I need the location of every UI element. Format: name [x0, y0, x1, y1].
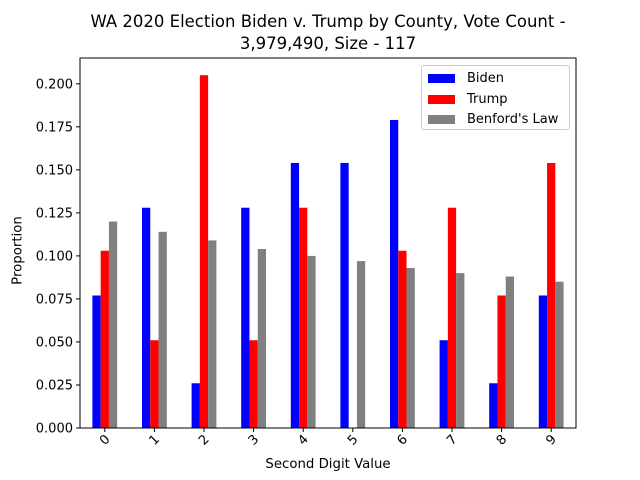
legend-swatch-trump: [428, 94, 455, 104]
plot-frame: [79, 57, 577, 429]
legend-swatch-benford: [428, 114, 455, 124]
y-tick-label: 0.100: [36, 249, 73, 264]
legend-label-trump: Trump: [467, 91, 508, 107]
bar-trump-1: [150, 340, 159, 428]
bar-trump-6: [398, 250, 407, 428]
legend-label-biden: Biden: [467, 70, 505, 86]
legend-item-benford: Benford's Law: [428, 110, 558, 128]
x-tick-label: 5: [345, 432, 361, 448]
x-tick-label: 9: [543, 432, 559, 448]
x-tick-label: 8: [494, 432, 510, 448]
x-tick-label: 2: [196, 432, 212, 448]
bar-biden-1: [142, 207, 151, 428]
x-axis-ticks: 0 1 2 3 4 5 6 7 8 9: [97, 428, 560, 449]
legend-item-trump: Trump: [428, 90, 508, 108]
x-tick-label: 7: [444, 432, 460, 448]
bar-benford-s-law-1: [158, 231, 167, 428]
bar-biden-7: [439, 340, 448, 428]
legend-item-biden: Biden: [428, 69, 504, 87]
x-tick-label: 4: [295, 432, 311, 448]
bar-trump-0: [100, 250, 109, 428]
x-tick-label: 1: [147, 432, 163, 448]
bar-benford-s-law-3: [257, 249, 266, 428]
bar-benford-s-law-8: [505, 276, 514, 428]
bar-benford-s-law-0: [108, 221, 118, 428]
bar-benford-s-law-2: [208, 240, 217, 428]
bar-trump-7: [447, 207, 457, 428]
y-tick-label: 0.000: [36, 422, 73, 437]
y-tick-label: 0.125: [36, 206, 73, 221]
chart-title-line-2: 3,979,490, Size - 117: [239, 34, 417, 53]
bar-biden-2: [191, 383, 200, 428]
chart-title-line-1: WA 2020 Election Biden v. Trump by Count…: [90, 12, 566, 31]
bar-trump-3: [249, 340, 258, 428]
y-tick-label: 0.175: [36, 120, 73, 135]
legend-label-benford: Benford's Law: [467, 111, 559, 127]
y-tick-label: 0.200: [36, 77, 73, 92]
bar-biden-9: [538, 295, 548, 428]
x-axis-label: Second Digit Value: [265, 457, 391, 472]
y-tick-label: 0.025: [36, 378, 73, 393]
bar-biden-6: [390, 119, 399, 428]
y-tick-label: 0.050: [36, 335, 73, 350]
legend: Biden Trump Benford's Law: [421, 65, 570, 130]
bar-benford-s-law-6: [406, 267, 415, 428]
x-tick-label: 6: [395, 432, 411, 448]
bar-trump-2: [199, 75, 209, 429]
x-tick-label: 3: [246, 432, 262, 448]
bar-trump-4: [299, 207, 308, 428]
bar-benford-s-law-9: [555, 281, 564, 428]
bar-trump-9: [547, 162, 556, 428]
bar-biden-0: [92, 295, 101, 428]
bar-biden-8: [489, 383, 498, 428]
bar-benford-s-law-5: [356, 261, 366, 428]
bar-benford-s-law-4: [307, 255, 316, 428]
bar-trump-8: [497, 295, 506, 428]
x-tick-label: 0: [97, 432, 113, 448]
bar-biden-4: [290, 162, 300, 428]
legend-swatch-biden: [428, 73, 455, 83]
y-axis-ticks: 0.000 0.025 0.050 0.075 0.100 0.125 0.150 0.175…: [36, 77, 80, 437]
bar-benford-s-law-7: [456, 273, 465, 428]
bars-group: [92, 75, 564, 429]
y-tick-label: 0.150: [36, 163, 73, 178]
y-tick-label: 0.075: [36, 292, 73, 307]
bar-biden-3: [241, 207, 250, 428]
bar-biden-5: [340, 162, 349, 428]
y-axis-label: Proportion: [10, 216, 26, 285]
